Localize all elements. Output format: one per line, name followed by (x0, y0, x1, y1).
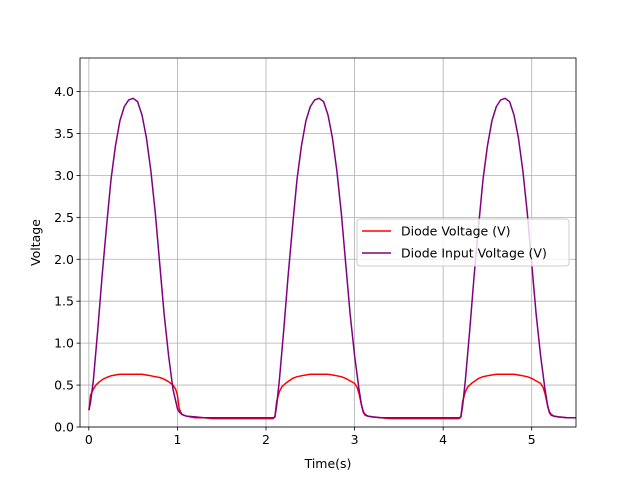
plot-series (88, 97, 576, 420)
legend-label-diode-input-voltage: Diode Input Voltage (V) (401, 246, 547, 261)
y-tick-label: 2.5 (54, 210, 74, 225)
x-tick-label: 4 (439, 432, 447, 447)
y-tick-label: 2.0 (54, 252, 74, 267)
y-tick-label: 3.5 (54, 126, 74, 141)
y-axis-ticks: 0.0 0.5 1.0 1.5 2.0 2.5 3.0 3.5 4.0 (54, 84, 80, 435)
x-axis-label: Time(s) (304, 456, 352, 471)
y-axis-label: Voltage (28, 219, 43, 266)
x-tick-label: 5 (528, 432, 536, 447)
legend: Diode Voltage (V) Diode Input Voltage (V… (356, 218, 570, 267)
series-line-diode-input-voltage (88, 97, 576, 419)
y-tick-label: 0.0 (54, 420, 74, 435)
legend-label-diode-voltage: Diode Voltage (V) (401, 224, 511, 239)
x-tick-label: 2 (262, 432, 270, 447)
x-tick-label: 1 (173, 432, 181, 447)
y-tick-label: 1.5 (54, 294, 74, 309)
legend-box (356, 218, 570, 267)
series-line-diode-voltage (88, 373, 576, 420)
y-tick-label: 1.0 (54, 336, 74, 351)
y-tick-label: 4.0 (54, 84, 74, 99)
x-axis-ticks: 0 1 2 3 4 5 (85, 427, 536, 447)
x-tick-label: 0 (85, 432, 93, 447)
axes-frame (79, 57, 577, 428)
y-tick-label: 0.5 (54, 378, 74, 393)
y-tick-label: 3.0 (54, 168, 74, 183)
x-tick-label: 3 (351, 432, 359, 447)
